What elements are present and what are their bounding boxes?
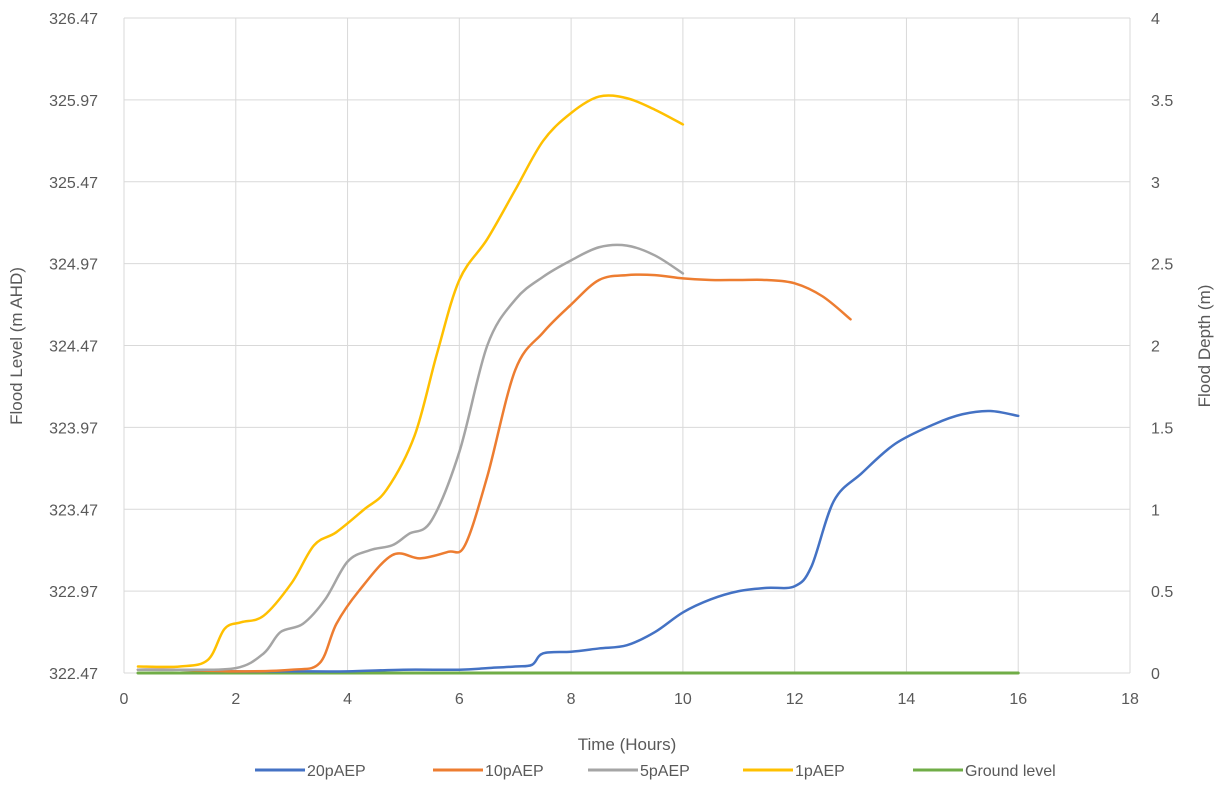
series-line-10paep xyxy=(136,273,852,673)
y-right-tick-label: 1.5 xyxy=(1151,420,1173,437)
y-left-tick-label: 324.47 xyxy=(49,339,98,356)
y-right-tick-label: 3.5 xyxy=(1151,93,1173,110)
y-left-tick-label: 323.97 xyxy=(49,420,98,437)
legend-label-5paep: 5pAEP xyxy=(640,763,690,780)
legend-label-10paep: 10pAEP xyxy=(485,763,544,780)
y-right-tick-label: 1 xyxy=(1151,502,1160,519)
axes: 0 2 4 6 8 10 12 14 16 18322.47322.97323.47323.973… xyxy=(49,11,1173,708)
y-left-tick-label: 322.47 xyxy=(49,666,98,683)
y-right-tick-label: 4 xyxy=(1151,11,1160,28)
gridlines xyxy=(123,17,1131,674)
x-tick-label: 0 xyxy=(120,691,129,708)
y-right-tick-label: 3 xyxy=(1151,175,1160,192)
y-left-tick-label: 325.97 xyxy=(49,93,98,110)
x-tick-label: 8 xyxy=(567,691,576,708)
series-line-20paep xyxy=(136,409,1020,673)
y-left-tick-label: 323.47 xyxy=(49,502,98,519)
y-left-tick-label: 325.47 xyxy=(49,175,98,192)
x-tick-label: 6 xyxy=(455,691,464,708)
y-right-tick-label: 0 xyxy=(1151,666,1160,683)
y-right-tick-label: 2 xyxy=(1151,339,1160,356)
y-left-tick-label: 326.47 xyxy=(49,11,98,28)
x-axis-title: Time (Hours) xyxy=(578,735,677,754)
x-tick-label: 18 xyxy=(1121,691,1139,708)
x-tick-label: 2 xyxy=(231,691,240,708)
series-line-1paep xyxy=(136,94,685,669)
x-tick-label: 16 xyxy=(1009,691,1027,708)
x-tick-label: 12 xyxy=(786,691,804,708)
x-tick-label: 10 xyxy=(674,691,692,708)
legend: 20pAEP 10pAEP 5pAEP 1pAEP Ground level xyxy=(255,763,1056,780)
series-lines xyxy=(136,94,1020,675)
legend-label-ground-level: Ground level xyxy=(965,763,1056,780)
legend-label-1paep: 1pAEP xyxy=(795,763,845,780)
y-left-tick-label: 322.97 xyxy=(49,584,98,601)
series-line-5paep xyxy=(136,243,685,672)
y-right-tick-label: 2.5 xyxy=(1151,257,1173,274)
y-axis-left-title: Flood Level (m AHD) xyxy=(7,267,26,425)
y-axis-right-title: Flood Depth (m) xyxy=(1195,285,1214,408)
x-tick-label: 14 xyxy=(898,691,916,708)
legend-label-20paep: 20pAEP xyxy=(307,763,366,780)
x-tick-label: 4 xyxy=(343,691,352,708)
y-right-tick-label: 0.5 xyxy=(1151,584,1173,601)
y-left-tick-label: 324.97 xyxy=(49,257,98,274)
